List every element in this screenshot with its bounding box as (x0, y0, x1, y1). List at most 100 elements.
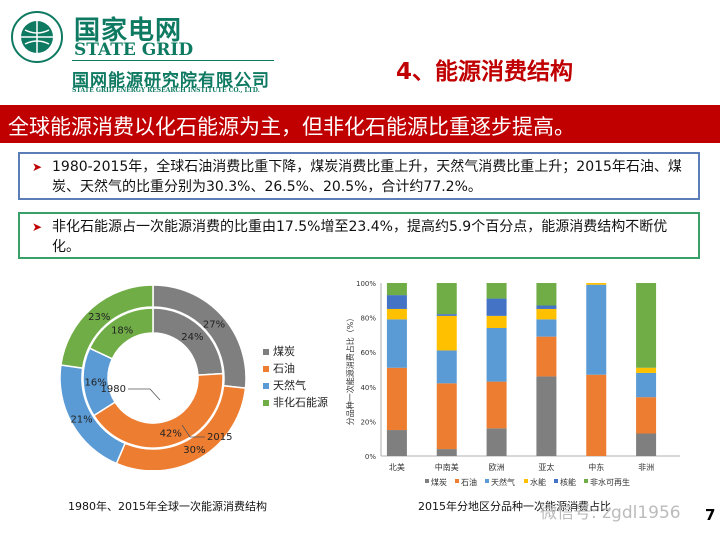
bar-segment-中南美-煤炭 (436, 449, 457, 456)
x-tick-label: 非洲 (638, 462, 654, 472)
donut-data-label: 16% (84, 378, 106, 389)
legend-swatch-石油 (455, 479, 459, 483)
bar-segment-北美-核能 (386, 295, 407, 309)
bar-segment-北美-石油 (386, 367, 407, 431)
bar-segment-非洲-水能 (636, 367, 657, 373)
donut-chart: 24% 42% 16% 18% 27% 30% 21% 23% 1980 2015 (59, 284, 247, 470)
bar-segment-欧洲-非水可再生 (486, 283, 507, 299)
bar-segment-亚太-水能 (536, 308, 557, 320)
logo-text-cn: 国家电网 (74, 16, 183, 46)
bar-segment-北美-非水可再生 (386, 283, 407, 296)
logo-divider (72, 60, 274, 61)
bar-segment-亚太-煤炭 (536, 376, 557, 456)
bullet-text: 1980-2015年，全球石油消费比重下降，煤炭消费比重上升，天然气消费比重上升… (52, 159, 682, 195)
bar-segment-亚太-非水可再生 (536, 283, 557, 306)
y-tick-label: 20% (360, 418, 376, 426)
bar-segment-欧洲-核能 (486, 298, 507, 316)
leader-line-2015 (181, 424, 205, 438)
bar-caption: 2015年分地区分品种一次能源消费占比 (418, 500, 611, 513)
bullet-box-1: ➤ 1980-2015年，全球石油消费比重下降，煤炭消费比重上升，天然气消费比重上… (18, 152, 700, 200)
watermark: 微信号: zgdl1956 (540, 503, 681, 523)
donut-slice-1980 (88, 307, 154, 360)
y-axis-label: 分品种一次能源消费占比（%） (345, 314, 355, 426)
bullet-text: 非化石能源占一次能源消费的比重由17.5%增至23.4%，提高约5.9个百分点，… (52, 219, 668, 255)
bar-segment-非洲-石油 (636, 397, 657, 434)
donut-data-label: 30% (183, 445, 205, 456)
x-tick-label: 欧洲 (489, 462, 505, 472)
institute-name-en: STATE GRID ENERGY RESEARCH INSTITUTE CO.… (72, 87, 260, 94)
legend-swatch-核能 (554, 479, 558, 483)
donut-data-label: 21% (70, 414, 92, 425)
bar-segment-中南美-非水可再生 (436, 283, 457, 315)
bar-segment-欧洲-石油 (486, 381, 507, 429)
y-tick-label: 0% (365, 453, 376, 461)
bar-segment-北美-水能 (386, 308, 407, 320)
legend-item-gas: 天然气 (263, 377, 328, 394)
ring-label-2015: 2015 (207, 432, 232, 443)
legend-label: 水能 (530, 477, 546, 487)
y-tick-label: 80% (360, 315, 376, 323)
bar-segment-中东-石油 (586, 374, 607, 456)
headline-banner: 全球能源消费以化石能源为主，但非化石能源比重逐步提高。 (0, 105, 720, 143)
bar-segment-中南美-水能 (436, 315, 457, 351)
donut-data-label: 42% (160, 429, 182, 440)
y-tick-label: 40% (360, 384, 376, 392)
y-tick-label: 100% (356, 280, 376, 288)
bar-segment-非洲-非水可再生 (636, 283, 657, 368)
page-number: 7 (705, 506, 716, 524)
arrow-bullet-icon: ➤ (32, 160, 43, 174)
bar-segment-非洲-煤炭 (636, 433, 657, 456)
legend-swatch-煤炭 (425, 479, 429, 483)
donut-slice-1980 (92, 372, 224, 449)
legend-item-nonfossil: 非化石能源 (263, 394, 328, 411)
slide-title: 4、能源消费结构 (396, 59, 574, 85)
legend-label: 非化石能源 (273, 396, 328, 409)
y-tick-label: 60% (360, 349, 376, 357)
bar-segment-亚太-核能 (536, 305, 557, 309)
donut-data-label: 23% (88, 312, 110, 323)
leader-line-1980 (128, 388, 161, 401)
stacked-bar-chart: 0% 20% 40% 60% 80% 100% 分品种一次能源消费占比（%） 北美 中南美 欧洲 亚… (345, 280, 680, 487)
ring-label-1980: 1980 (101, 384, 126, 395)
legend-label: 天然气 (491, 477, 515, 487)
legend-swatch-天然气 (485, 479, 489, 483)
x-tick-label: 亚太 (538, 462, 554, 472)
legend-label: 煤炭 (273, 345, 295, 358)
bar-segment-北美-煤炭 (386, 430, 407, 456)
bar-segment-北美-天然气 (386, 319, 407, 368)
x-tick-label: 中东 (588, 462, 604, 472)
legend-swatch (263, 366, 269, 372)
logo-text-en: STATE GRID (74, 40, 194, 60)
bar-segment-中东-水能 (586, 283, 607, 285)
bar-segment-欧洲-煤炭 (486, 428, 507, 456)
headline-text: 全球能源消费以化石能源为主，但非化石能源比重逐步提高。 (8, 115, 575, 139)
legend-item-oil: 石油 (263, 360, 328, 377)
legend-swatch (263, 400, 269, 406)
legend-label: 非水可再生 (590, 477, 630, 487)
legend-swatch (263, 349, 269, 355)
donut-slice-2015 (60, 284, 154, 369)
bar-segment-中南美-天然气 (436, 350, 457, 384)
state-grid-logo-icon (11, 11, 63, 63)
bar-segment-中南美-石油 (436, 383, 457, 450)
bullet-box-2: ➤ 非化石能源占一次能源消费的比重由17.5%增至23.4%，提高约5.9个百分点… (18, 212, 700, 259)
bar-segment-中南美-核能 (436, 314, 457, 316)
bar-segment-欧洲-水能 (486, 315, 507, 328)
legend-swatch (263, 383, 269, 389)
bar-segment-中东-天然气 (586, 284, 607, 375)
donut-legend: 煤炭 石油 天然气 非化石能源 (263, 343, 328, 411)
legend-label: 天然气 (273, 379, 306, 392)
arrow-bullet-icon: ➤ (32, 220, 43, 234)
donut-data-label: 27% (203, 319, 225, 330)
legend-label: 煤炭 (431, 477, 447, 487)
x-tick-label: 中南美 (435, 462, 459, 472)
bar-segment-非洲-天然气 (636, 372, 657, 398)
legend-label: 核能 (560, 477, 576, 487)
legend-label: 石油 (273, 362, 295, 375)
legend-item-coal: 煤炭 (263, 343, 328, 360)
legend-label: 石油 (461, 477, 477, 487)
legend-swatch-非水可再生 (584, 479, 588, 483)
x-tick-label: 北美 (389, 462, 405, 472)
bar-segment-亚太-天然气 (536, 319, 557, 337)
